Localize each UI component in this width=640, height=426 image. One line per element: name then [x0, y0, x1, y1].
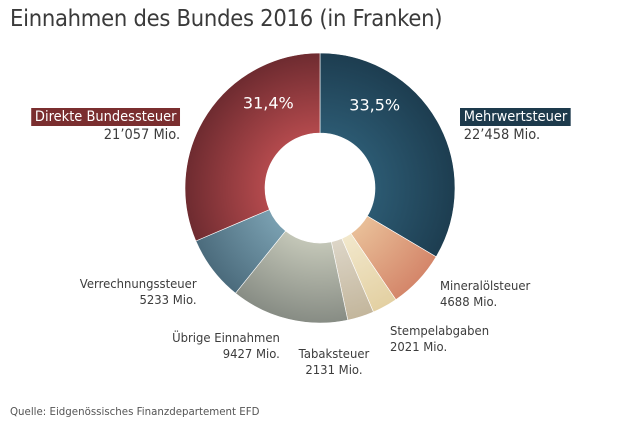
chart-title: Einnahmen des Bundes 2016 (in Franken) [10, 6, 443, 32]
label-stempel-value: 2021 Mio. [390, 339, 448, 354]
source-note: Quelle: Eidgenössisches Finanzdepartemen… [10, 405, 260, 418]
percent-labels-group: 33,5% 31,4% [243, 93, 400, 114]
label-mineral-value: 4688 Mio. [440, 294, 498, 309]
slices-group [184, 52, 456, 324]
label-verrechnungssteuer: Verrechnungssteuer 5233 Mio. [80, 276, 197, 308]
label-mehrwertsteuer: Mehrwertsteuer 22’458 Mio. [460, 108, 571, 144]
slice-mehrwertsteuer [319, 52, 456, 258]
label-direkte-bundessteuer: Direkte Bundessteuer 21’057 Mio. [31, 108, 180, 144]
label-mwst-value: 22’458 Mio. [463, 127, 541, 143]
percent-label: 31,4% [243, 93, 294, 112]
slice-direkte-bundessteuer [184, 52, 321, 242]
label-tabaksteuer: Tabaksteuer 2131 Mio. [299, 346, 370, 378]
label-stempel-name: Stempelabgaben [390, 323, 490, 338]
label-verrechnung-value: 5233 Mio. [139, 292, 197, 307]
label-uebrige-value: 9427 Mio. [222, 346, 280, 361]
label-uebrige-name: Übrige Einnahmen [172, 330, 280, 345]
label-tabak-value: 2131 Mio. [305, 362, 363, 377]
percent-label: 33,5% [349, 95, 400, 114]
label-verrechnung-name: Verrechnungssteuer [80, 276, 197, 291]
slice-übrige-einnahmen [235, 230, 349, 324]
label-direkte-value: 21’057 Mio. [103, 127, 180, 143]
label-uebrige-einnahmen: Übrige Einnahmen 9427 Mio. [172, 330, 280, 362]
label-mineral-name: Mineralölsteuer [440, 278, 531, 293]
label-tabak-name: Tabaksteuer [298, 346, 370, 361]
label-direkte-name: Direkte Bundessteuer [31, 108, 180, 126]
label-mwst-name: Mehrwertsteuer [460, 108, 571, 126]
label-mineraloelsteuer: Mineralölsteuer 4688 Mio. [440, 278, 530, 310]
label-stempelabgaben: Stempelabgaben 2021 Mio. [390, 323, 489, 355]
